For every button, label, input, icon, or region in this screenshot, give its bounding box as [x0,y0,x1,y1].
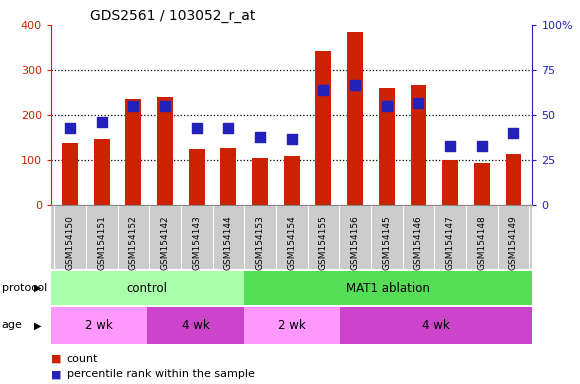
Point [319,87,328,93]
Point [161,103,170,109]
Bar [51,271,244,305]
Point [509,130,518,136]
Point [287,136,296,142]
Bar [474,162,490,205]
Text: protocol: protocol [2,283,47,293]
Point [445,143,455,149]
Bar [340,307,532,344]
Bar [316,51,331,205]
Text: MAT1 ablation: MAT1 ablation [346,281,430,295]
Bar [189,149,205,205]
Bar [125,99,142,205]
Text: 2 wk: 2 wk [278,319,306,332]
Text: ■: ■ [51,369,61,379]
Bar [284,156,300,205]
Text: GDS2561 / 103052_r_at: GDS2561 / 103052_r_at [89,8,255,23]
Text: ▶: ▶ [34,283,41,293]
Text: 4 wk: 4 wk [422,319,450,332]
Text: 4 wk: 4 wk [182,319,209,332]
Bar [442,160,458,205]
Bar [62,143,78,205]
Bar [411,84,426,205]
Bar [347,32,363,205]
Bar [94,139,110,205]
Bar [506,154,521,205]
Point [192,125,201,131]
Bar [244,307,340,344]
Bar [244,271,532,305]
Bar [220,148,236,205]
Bar [252,158,268,205]
Point [255,134,264,140]
Bar [51,307,147,344]
Point [414,99,423,106]
Text: count: count [67,354,98,364]
Point [97,119,106,126]
Text: ▶: ▶ [34,320,41,331]
Bar [147,307,244,344]
Text: control: control [127,281,168,295]
Point [224,125,233,131]
Text: age: age [2,320,23,331]
Text: 2 wk: 2 wk [85,319,113,332]
Point [66,125,75,131]
Point [129,103,138,109]
Point [350,81,360,88]
Text: percentile rank within the sample: percentile rank within the sample [67,369,255,379]
Bar [157,97,173,205]
Bar [379,88,394,205]
Point [382,103,392,109]
Point [477,143,487,149]
Text: ■: ■ [51,354,61,364]
